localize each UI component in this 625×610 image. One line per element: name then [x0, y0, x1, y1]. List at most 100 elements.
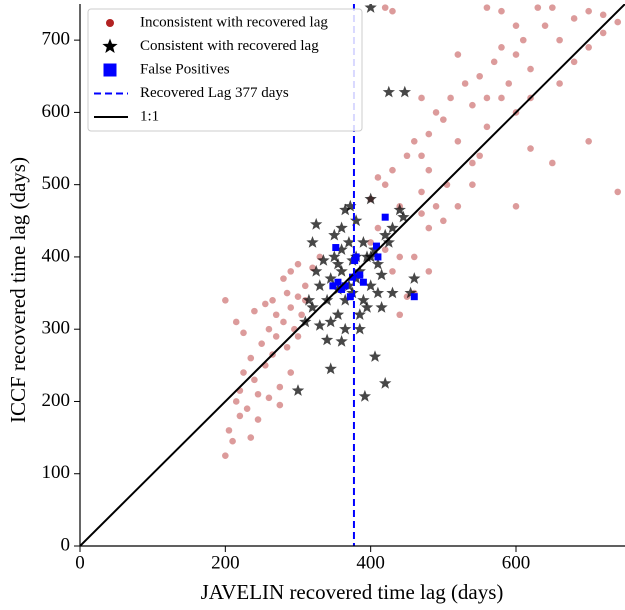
point [372, 242, 380, 250]
point [294, 260, 302, 268]
point [512, 203, 520, 210]
point [483, 123, 491, 131]
point [469, 181, 476, 188]
point [454, 203, 462, 210]
point [324, 362, 337, 375]
point [461, 80, 469, 87]
point [283, 289, 291, 297]
point [396, 311, 404, 319]
legend: Inconsistent with recovered lag Consisten… [87, 8, 363, 132]
point [410, 253, 418, 261]
point [346, 286, 359, 299]
x-tick-label: 400 [356, 552, 385, 573]
point [335, 335, 348, 347]
point [247, 354, 255, 362]
point [254, 390, 262, 398]
point [251, 307, 258, 315]
point [302, 293, 316, 306]
point [283, 343, 291, 351]
point [280, 318, 287, 326]
point [512, 22, 520, 29]
point [254, 416, 262, 423]
point [396, 253, 404, 261]
point [310, 217, 323, 230]
point [490, 58, 498, 66]
point [512, 51, 520, 58]
point [317, 254, 330, 266]
point [367, 239, 374, 246]
point [269, 296, 276, 304]
point [498, 44, 505, 51]
x-tick-label: 0 [75, 552, 85, 573]
point [440, 217, 447, 225]
point [368, 350, 382, 362]
point [469, 101, 476, 109]
point [375, 268, 388, 281]
point [344, 199, 357, 212]
point [356, 271, 364, 279]
point [519, 36, 527, 44]
point [410, 293, 418, 301]
point [397, 210, 410, 223]
legend-marker [106, 19, 114, 27]
point [408, 272, 421, 284]
y-tick-label: 100 [42, 462, 71, 483]
legend-label: Inconsistent with recovered lag [140, 14, 328, 30]
point [247, 434, 255, 441]
point [381, 213, 389, 221]
point [389, 166, 396, 174]
point [332, 244, 340, 252]
y-tick-label: 0 [61, 534, 71, 555]
point [229, 437, 236, 445]
point [447, 94, 454, 102]
y-tick-label: 700 [42, 28, 71, 49]
point [570, 15, 578, 22]
point [272, 311, 280, 319]
point [432, 203, 440, 210]
point [301, 282, 309, 290]
point [358, 389, 371, 402]
point [324, 272, 337, 284]
point [425, 130, 433, 138]
point [476, 72, 483, 80]
point [342, 236, 355, 248]
point [338, 285, 346, 293]
point [352, 253, 360, 261]
point [313, 319, 326, 331]
point [381, 4, 389, 11]
point [251, 376, 258, 384]
point [240, 369, 247, 376]
point [410, 138, 418, 145]
point [280, 275, 287, 282]
point [339, 293, 352, 306]
point [483, 94, 491, 102]
point [232, 398, 240, 405]
legend-label: Recovered Lag 377 days [140, 85, 289, 101]
point [469, 159, 476, 167]
point [549, 4, 556, 11]
point [328, 228, 341, 241]
point [306, 236, 319, 248]
point [585, 138, 592, 145]
point [371, 286, 385, 299]
point [276, 383, 284, 391]
point [341, 282, 349, 290]
point [265, 325, 273, 333]
point [298, 311, 305, 319]
point [440, 116, 447, 123]
x-axis-label: JAVELIN recovered time lag (days) [201, 580, 504, 604]
point [294, 333, 302, 340]
point [379, 228, 392, 241]
legend-label: Consistent with recovered lag [140, 38, 319, 54]
y-axis-label: ICCF recovered time lag (days) [6, 157, 30, 423]
point [382, 236, 395, 248]
point [360, 301, 374, 313]
point [287, 268, 295, 275]
point [324, 315, 337, 328]
point [329, 282, 337, 290]
point [353, 308, 366, 320]
point [534, 4, 542, 11]
point [382, 85, 395, 98]
point [599, 11, 607, 19]
point [505, 80, 513, 87]
